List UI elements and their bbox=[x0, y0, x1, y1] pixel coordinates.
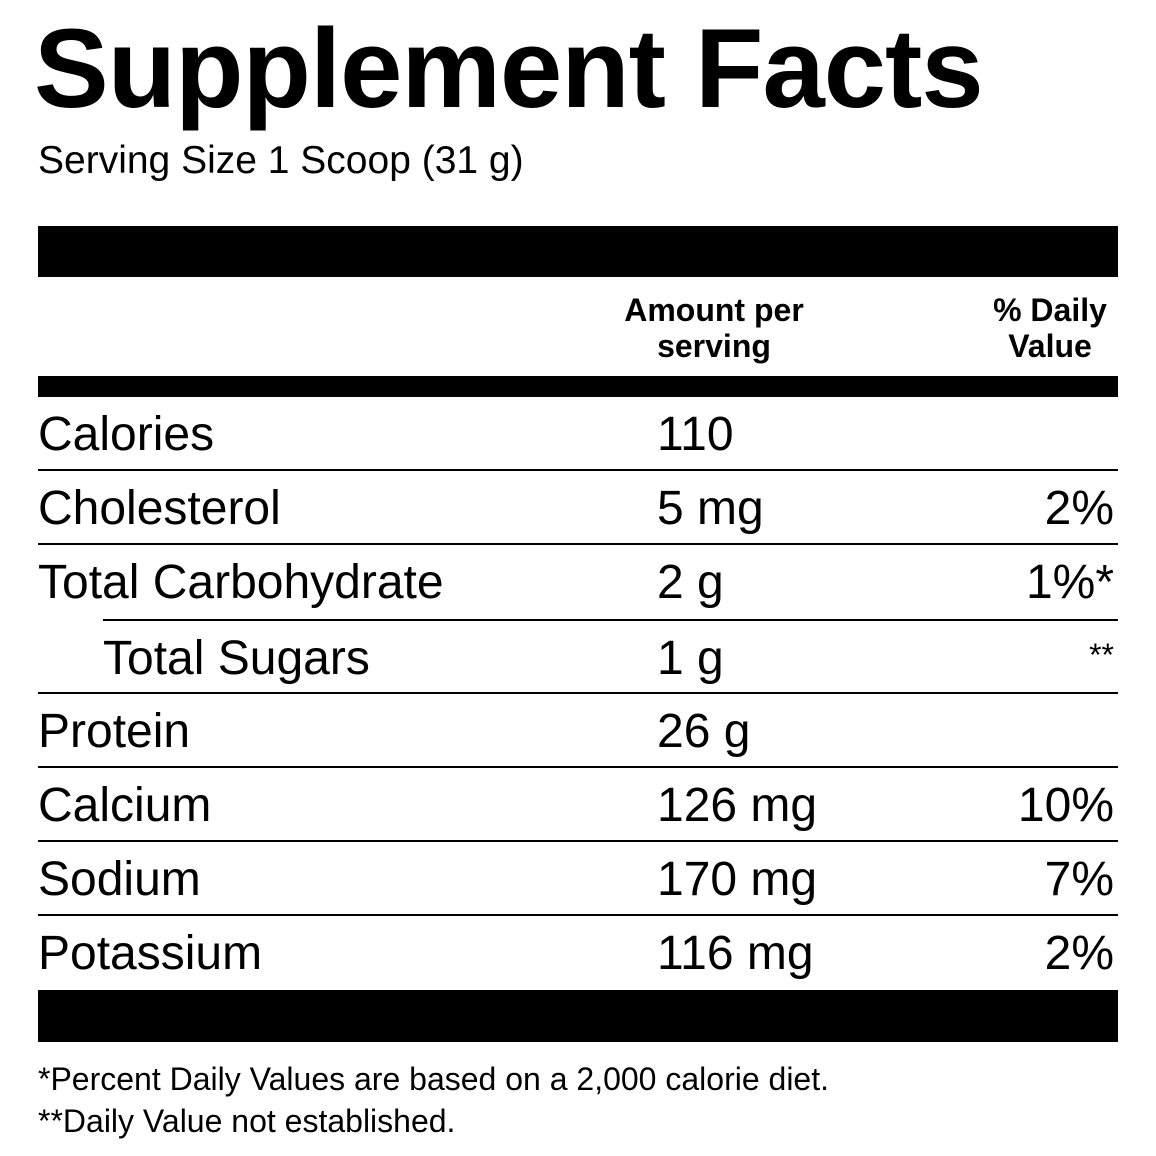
nutrient-name: Calories bbox=[38, 408, 215, 461]
nutrient-amount: 170 mg bbox=[657, 853, 818, 906]
header-divider-bar bbox=[38, 376, 1118, 397]
table-row: Total Carbohydrate 2 g 1%* bbox=[38, 545, 1118, 619]
header-line: % Daily bbox=[993, 292, 1107, 328]
table-row: Calories 110 bbox=[38, 397, 1118, 471]
nutrient-amount: 1 g bbox=[657, 632, 724, 685]
header-line: Value bbox=[1008, 328, 1092, 364]
nutrient-daily-value: 10% bbox=[1017, 779, 1114, 832]
nutrient-amount: 5 mg bbox=[657, 482, 764, 535]
nutrient-amount: 110 bbox=[657, 408, 734, 461]
footnote: *Percent Daily Values are based on a 2,0… bbox=[38, 1061, 829, 1097]
table-row: Cholesterol 5 mg 2% bbox=[38, 471, 1118, 545]
nutrient-name: Sodium bbox=[38, 853, 201, 906]
nutrient-name: Total Carbohydrate bbox=[38, 556, 444, 609]
nutrient-name: Potassium bbox=[38, 927, 263, 980]
nutrient-daily-value: 1%* bbox=[1025, 556, 1114, 609]
page-title: Supplement Facts bbox=[34, 6, 984, 131]
nutrient-name: Total Sugars bbox=[103, 632, 370, 685]
table-row: Potassium 116 mg 2% bbox=[38, 916, 1118, 990]
table-row: Calcium 126 mg 10% bbox=[38, 768, 1118, 842]
nutrient-amount: 2 g bbox=[657, 556, 724, 609]
nutrient-amount: 26 g bbox=[657, 705, 751, 758]
bottom-divider-bar bbox=[38, 990, 1118, 1042]
nutrient-amount: 126 mg bbox=[657, 779, 818, 832]
footnote: **Daily Value not established. bbox=[38, 1103, 456, 1139]
nutrient-name: Protein bbox=[38, 705, 191, 758]
top-divider-bar bbox=[38, 226, 1118, 277]
table-row: Total Sugars 1 g ** bbox=[38, 621, 1118, 694]
header-line: Amount per bbox=[624, 292, 804, 328]
table-row: Sodium 170 mg 7% bbox=[38, 842, 1118, 916]
nutrient-amount: 116 mg bbox=[657, 927, 814, 980]
nutrient-name: Cholesterol bbox=[38, 482, 281, 535]
nutrient-daily-value: 7% bbox=[1044, 853, 1114, 906]
amount-per-serving-header: Amount per serving bbox=[584, 292, 844, 364]
row-divider bbox=[103, 619, 1118, 621]
header-line: serving bbox=[657, 328, 771, 364]
nutrient-daily-value: 2% bbox=[1044, 927, 1114, 980]
serving-size: Serving Size 1 Scoop (31 g) bbox=[38, 139, 524, 182]
daily-value-header: % Daily Value bbox=[960, 292, 1140, 364]
nutrient-daily-value: 2% bbox=[1044, 482, 1114, 535]
nutrient-name: Calcium bbox=[38, 779, 212, 832]
table-row: Protein 26 g bbox=[38, 694, 1118, 768]
nutrient-daily-value: ** bbox=[1089, 637, 1114, 673]
